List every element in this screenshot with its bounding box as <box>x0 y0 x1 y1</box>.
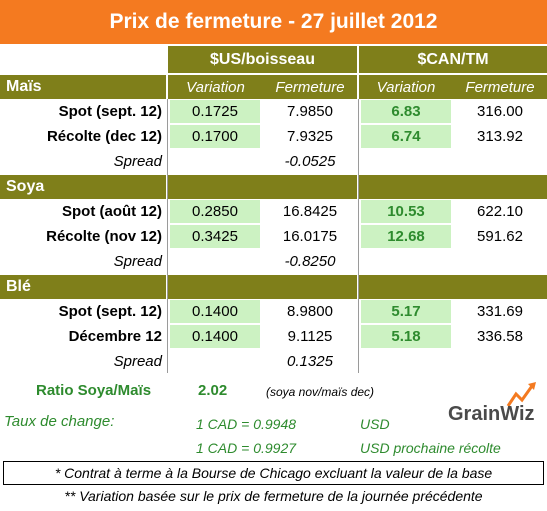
usd-close-cell: 7.9850 <box>287 103 333 120</box>
cad-close-cell: 591.62 <box>477 228 523 245</box>
row-label: Récolte (dec 12) <box>46 128 162 145</box>
usd-variation-cell: 0.1400 <box>170 325 260 348</box>
usd-close-cell: 9.1125 <box>287 328 333 345</box>
row-label: Décembre 12 <box>68 328 162 345</box>
cad-variation-header: Variation <box>359 75 453 99</box>
page-title: Prix de fermeture - 27 juillet 2012 <box>0 0 547 44</box>
cad-close-cell: 622.10 <box>477 203 523 220</box>
cad-variation-cell: 12.68 <box>361 225 451 248</box>
cad-unit-header: $CAN/TM <box>359 46 547 73</box>
section-bar <box>359 175 547 199</box>
exchange-label: Taux de change: <box>4 413 115 430</box>
spread-label: Spread <box>113 352 162 370</box>
ratio-value: 2.02 <box>198 382 228 399</box>
usd-close-cell: 16.8425 <box>282 203 338 220</box>
exchange-currency-current: USD <box>360 416 390 432</box>
cad-variation-cell: 5.18 <box>361 325 451 348</box>
spread-value: 0.1325 <box>287 352 333 370</box>
footnote-variation: ** Variation basée sur le prix de fermet… <box>64 488 483 504</box>
usd-close-cell: 7.9325 <box>287 128 333 145</box>
usd-close-cell: 8.9800 <box>287 303 333 320</box>
usd-close-cell: 16.0175 <box>282 228 338 245</box>
row-label: Spot (sept. 12) <box>58 103 162 120</box>
ratio-note: (soya nov/maïs dec) <box>266 385 375 399</box>
usd-variation-cell: 0.3425 <box>170 225 260 248</box>
cad-close-cell: 316.00 <box>477 103 523 120</box>
cad-variation-cell: 10.53 <box>361 200 451 223</box>
section-header-mais: Maïs <box>0 75 166 99</box>
spread-value: -0.0525 <box>284 152 336 170</box>
usd-fermeture-header: Fermeture <box>263 75 357 99</box>
svg-text:GrainWiz: GrainWiz <box>448 403 535 425</box>
cad-close-cell: 336.58 <box>477 328 523 345</box>
exchange-rate-harvest: 1 CAD = 0.9927 <box>196 440 297 456</box>
section-bar <box>168 175 357 199</box>
section-header-ble: Blé <box>0 275 166 299</box>
usd-variation-header: Variation <box>168 75 263 99</box>
ratio-label: Ratio Soya/Maïs <box>36 382 152 399</box>
usd-variation-cell: 0.1725 <box>170 100 260 123</box>
cad-fermeture-header: Fermeture <box>453 75 547 99</box>
exchange-currency-harvest: USD prochaine récolte <box>360 440 501 456</box>
usd-variation-cell: 0.1700 <box>170 125 260 148</box>
row-label: Spot (sept. 12) <box>58 303 162 320</box>
row-label: Spot (août 12) <box>62 203 162 220</box>
section-header-soya: Soya <box>0 175 166 199</box>
grid-line <box>167 99 168 373</box>
usd-unit-header: $US/boisseau <box>168 46 357 73</box>
cad-close-cell: 313.92 <box>477 128 523 145</box>
footnote-contract: * Contrat à terme à la Bourse de Chicago… <box>3 461 544 485</box>
grainwiz-logo: GrainWiz <box>446 378 542 426</box>
cad-variation-cell: 6.83 <box>361 100 451 123</box>
grid-line <box>358 99 359 373</box>
row-label: Récolte (nov 12) <box>46 228 162 245</box>
usd-variation-cell: 0.1400 <box>170 300 260 323</box>
spread-label: Spread <box>113 252 162 270</box>
spread-label: Spread <box>113 152 162 170</box>
cad-variation-cell: 5.17 <box>361 300 451 323</box>
section-bar <box>359 275 547 299</box>
exchange-rate-current: 1 CAD = 0.9948 <box>196 416 297 432</box>
cad-variation-cell: 6.74 <box>361 125 451 148</box>
grainwiz-logo-icon: GrainWiz <box>448 382 536 425</box>
usd-variation-cell: 0.2850 <box>170 200 260 223</box>
cad-close-cell: 331.69 <box>477 303 523 320</box>
section-bar <box>168 275 357 299</box>
spread-value: -0.8250 <box>284 252 336 270</box>
